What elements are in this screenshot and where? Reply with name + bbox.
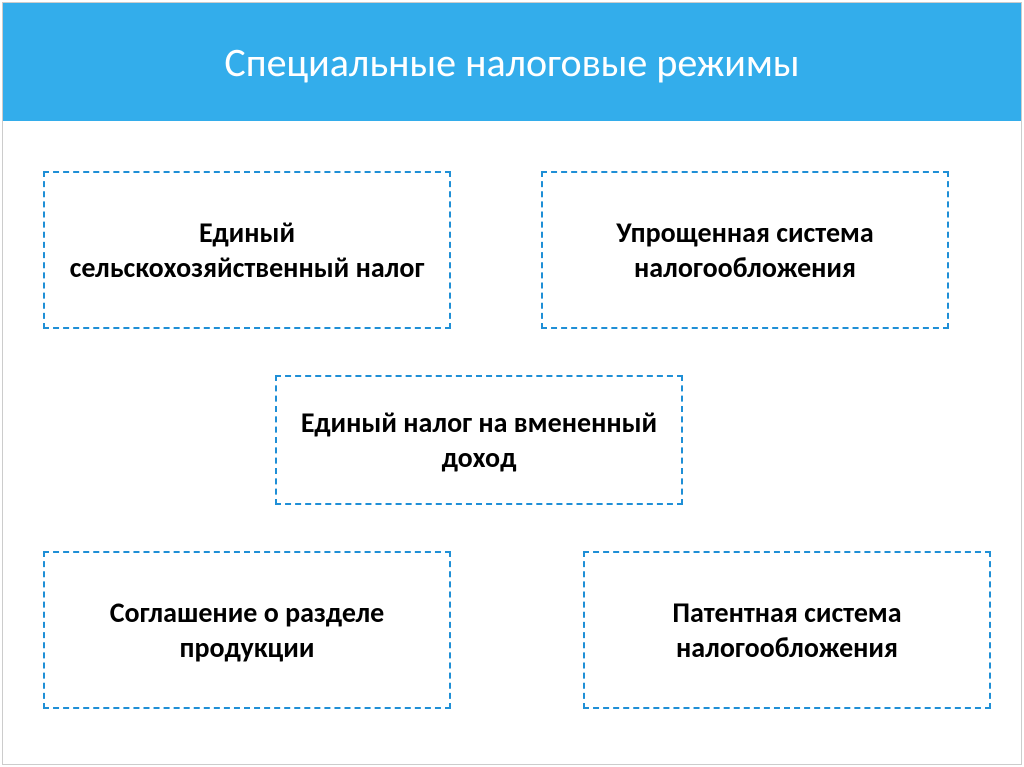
box-patent: Патентная система налогообложения xyxy=(583,551,991,709)
slide: Специальные налоговые режимы Единый сель… xyxy=(2,2,1022,765)
box-psa: Соглашение о разделе продукции xyxy=(43,551,451,709)
box-agri-tax: Единый сельскохозяйственный налог xyxy=(43,171,451,329)
box-imputed: Единый налог на вмененный доход xyxy=(275,375,683,505)
box-simplified: Упрощенная система налогообложения xyxy=(541,171,949,329)
slide-title: Специальные налоговые режимы xyxy=(3,3,1021,121)
